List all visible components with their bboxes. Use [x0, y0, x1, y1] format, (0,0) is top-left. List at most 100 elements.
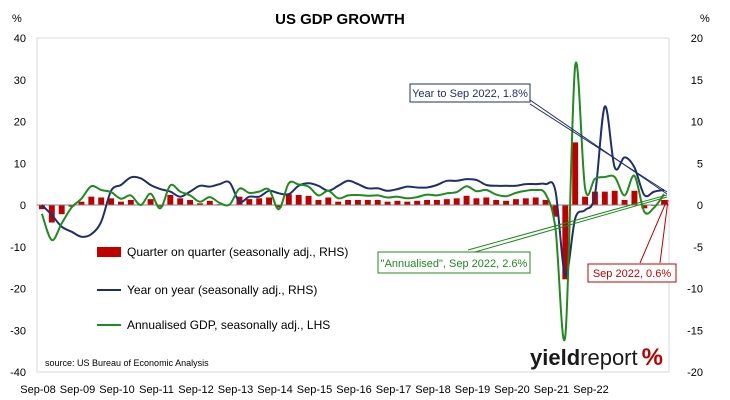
qoq-bar [493, 199, 500, 205]
qoq-bar [354, 199, 361, 205]
qoq-bar [98, 197, 105, 205]
x-tick-label: Sep-14 [257, 384, 292, 396]
left-tick-label: 40 [14, 33, 26, 45]
qoq-bar [285, 194, 292, 205]
qoq-bar [147, 199, 154, 205]
x-tick-label: Sep-08 [20, 384, 55, 396]
legend-swatch-qoq [97, 247, 121, 257]
qoq-bar [562, 205, 569, 280]
qoq-bar [433, 199, 440, 205]
left-axis-unit: % [12, 13, 22, 25]
right-tick-label: 10 [691, 117, 703, 129]
qoq-bar [601, 191, 608, 205]
qoq-bar [424, 199, 431, 205]
qoq-bar [414, 200, 421, 205]
qoq-bar [552, 205, 559, 217]
left-tick-label: 20 [14, 117, 26, 129]
qoq-bar [275, 205, 282, 208]
qoq-bar [404, 201, 411, 205]
x-tick-label: Sep-12 [178, 384, 213, 396]
qoq-annotation-text: Sep 2022, 0.6% [593, 268, 672, 280]
right-tick-label: -15 [687, 325, 703, 337]
qoq-bar [631, 190, 638, 205]
annualised-annotation: "Annualised", Sep 2022, 2.6% [377, 251, 531, 274]
yoy-annotation-text: Year to Sep 2022, 1.8% [412, 88, 528, 100]
qoq-bar [196, 203, 203, 205]
qoq-bar [483, 197, 490, 205]
x-tick-label: Sep-20 [494, 384, 529, 396]
legend: Quarter on quarter (seasonally adj., RHS… [97, 245, 348, 332]
qoq-bar [127, 199, 134, 205]
x-tick-label: Sep-09 [60, 384, 95, 396]
yoy-annotation-leader [529, 99, 668, 195]
qoq-bar [621, 199, 628, 205]
qoq-bar [611, 190, 618, 205]
qoq-bar [78, 201, 85, 205]
annualised-annotation-leader [467, 194, 668, 251]
x-tick-label: Sep-18 [415, 384, 450, 396]
qoq-bar [512, 199, 519, 205]
qoq-bar [384, 201, 391, 205]
x-tick-label: Sep-10 [99, 384, 134, 396]
qoq-bar [88, 196, 95, 205]
right-tick-label: -20 [687, 367, 703, 379]
qoq-bar [206, 200, 213, 205]
qoq-bar [68, 205, 75, 207]
right-axis-unit: % [700, 13, 710, 25]
qoq-bar [364, 199, 371, 205]
qoq-bar [157, 205, 164, 207]
x-tick-label: Sep-22 [573, 384, 608, 396]
qoq-bar [582, 196, 589, 205]
right-tick-label: -10 [687, 284, 703, 296]
qoq-bar [167, 194, 174, 205]
x-axis-ticks: Sep-08 Sep-09 Sep-10 Sep-11 Sep-12 Sep-13 Sep-… [20, 384, 608, 396]
qoq-bar [246, 199, 253, 205]
qoq-bar [325, 197, 332, 205]
qoq-bar [266, 197, 273, 205]
qoq-bar [187, 199, 194, 205]
annualised-annotation-text: "Annualised", Sep 2022, 2.6% [381, 258, 528, 270]
right-tick-label: -5 [693, 242, 703, 254]
left-tick-label: 0 [20, 200, 26, 212]
qoq-bar [58, 205, 65, 215]
qoq-annotation-leader [639, 199, 668, 264]
logo-word-yield: yield [530, 345, 580, 370]
left-tick-label: -20 [10, 284, 26, 296]
qoq-bar [532, 197, 539, 205]
legend-label-annualised: Annualised GDP, seasonally adj., LHS [127, 318, 330, 332]
qoq-bar [256, 198, 263, 205]
annualised-annotation-leader-2 [467, 196, 668, 255]
x-tick-label: Sep-16 [336, 384, 371, 396]
legend-label-yoy: Year on year (seasonally adj., RHS) [127, 283, 317, 297]
qoq-bar [641, 205, 648, 209]
logo-word-report: report [580, 345, 637, 370]
x-tick-label: Sep-21 [534, 384, 569, 396]
qoq-bar [394, 200, 401, 205]
left-tick-label: -30 [10, 325, 26, 337]
qoq-bar [374, 199, 381, 205]
qoq-bar [315, 199, 322, 205]
qoq-bar [443, 199, 450, 205]
yoy-annotation: Year to Sep 2022, 1.8% [409, 83, 531, 103]
qoq-bar [295, 194, 302, 205]
yoy-annotation-leader-2 [529, 103, 668, 193]
annualised-gdp-line [40, 61, 665, 341]
left-tick-label: 10 [14, 158, 26, 170]
svg-text:yieldreport%: yieldreport% [530, 344, 663, 371]
legend-label-qoq: Quarter on quarter (seasonally adj., RHS… [127, 245, 348, 259]
right-tick-label: 20 [691, 33, 703, 45]
yieldreport-logo: yieldreport% [530, 344, 663, 371]
qoq-bar [453, 198, 460, 205]
qoq-bar [305, 195, 312, 205]
left-tick-label: -40 [10, 367, 26, 379]
x-tick-label: Sep-17 [376, 384, 411, 396]
qoq-annotation-leader-2 [659, 199, 669, 264]
qoq-bar [542, 199, 549, 205]
qoq-bar [38, 205, 45, 210]
source-note: source: US Bureau of Economic Analysis [45, 358, 209, 368]
logo-percent: % [642, 344, 663, 371]
qoq-bar [463, 195, 470, 205]
qoq-bar [572, 142, 579, 205]
right-tick-label: 0 [697, 200, 703, 212]
